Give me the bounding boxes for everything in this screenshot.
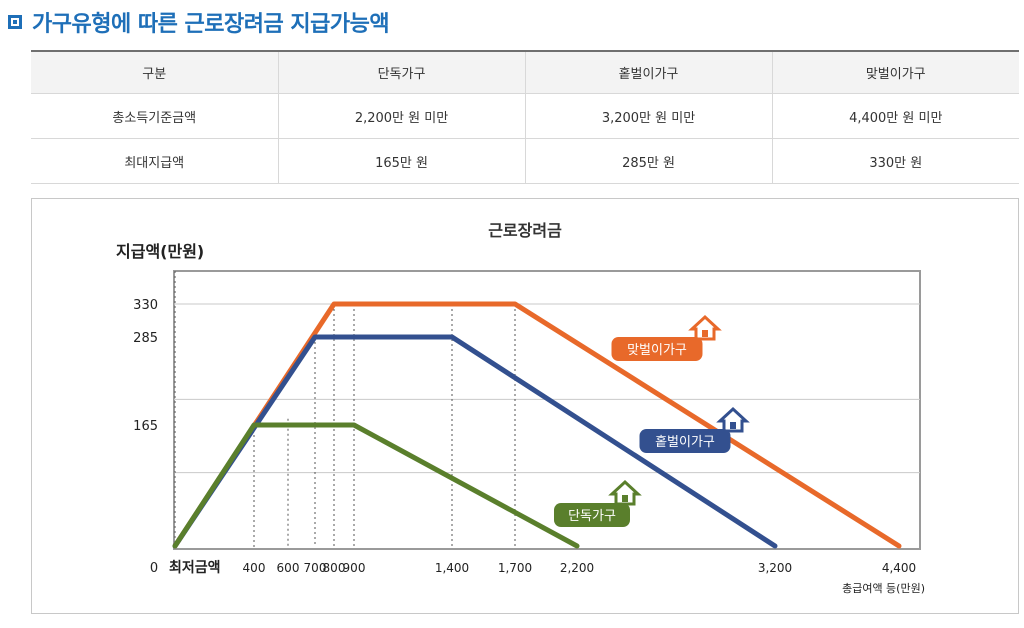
house-door: [730, 422, 736, 429]
table-cell: 2,200만 원 미만: [277, 93, 525, 139]
series-label-box: [554, 503, 630, 527]
table-cell: 330만 원: [771, 138, 1019, 184]
house-icon: [688, 314, 722, 341]
x-axis-label: 총급여액 등(만원): [842, 582, 925, 595]
table-cell: 4,400만 원 미만: [771, 93, 1019, 139]
table-cell: 3,200만 원 미만: [524, 93, 772, 139]
table-cell: 165만 원: [277, 138, 525, 184]
house-outline: [716, 406, 750, 433]
column-header: 단독가구: [277, 50, 525, 94]
chart-title: 근로장려금: [488, 221, 562, 240]
column-header: 맞벌이가구: [771, 50, 1019, 94]
plot-area: [173, 270, 921, 550]
table-cell: 285만 원: [524, 138, 772, 184]
x-tick-label: 4,400: [882, 561, 916, 575]
house-outline: [608, 479, 642, 506]
table-row: 총소득기준금액 2,200만 원 미만 3,200만 원 미만 4,400만 원…: [31, 93, 1019, 139]
x-tick-label: 700: [304, 561, 327, 575]
x-tick-label: 3,200: [758, 561, 792, 575]
x-tick-label: 400: [243, 561, 266, 575]
x-tick-label: 1,700: [498, 561, 532, 575]
column-header: 홑벌이가구: [524, 50, 772, 94]
y-tick-label: 285: [133, 331, 158, 346]
y-tick-label: 165: [133, 419, 158, 434]
table-cell: 총소득기준금액: [31, 93, 278, 139]
series-label: 단독가구: [568, 509, 616, 524]
x-origin-label: 최저금액: [169, 559, 221, 576]
x-tick-label: 800: [323, 561, 346, 575]
table-header-row: 구분 단독가구 홑벌이가구 맞벌이가구: [31, 50, 1019, 94]
series-label: 홑벌이가구: [655, 435, 715, 450]
column-header: 구분: [31, 50, 278, 94]
house-icon: [608, 479, 642, 506]
house-door: [622, 495, 628, 502]
x-tick-label: 600: [277, 561, 300, 575]
house-outline: [688, 314, 722, 341]
series-label-box: [639, 429, 731, 453]
series-label: 맞벌이가구: [627, 343, 687, 358]
x-tick-label: 1,400: [435, 561, 469, 575]
house-icon: [716, 406, 750, 433]
x-tick-label: 2,200: [560, 561, 594, 575]
y-tick-label: 330: [133, 298, 158, 313]
y-origin-label: 0: [150, 561, 158, 576]
house-door: [702, 330, 708, 337]
series-line: [172, 422, 580, 549]
x-tick-label: 900: [343, 561, 366, 575]
section-title: 가구유형에 따른 근로장려금 지급가능액: [32, 12, 390, 37]
table-cell: 최대지급액: [31, 138, 278, 184]
y-axis-label: 지급액(만원): [116, 242, 204, 261]
series-label-box: [611, 337, 703, 361]
square-bullet-icon: [8, 15, 22, 29]
section-heading: 가구유형에 따른 근로장려금 지급가능액: [8, 6, 390, 38]
benefit-chart: 근로장려금 지급액(만원) 총급여액 등(만원) 최저금액 0 맞벌이가구홑벌이…: [116, 221, 925, 595]
eligibility-table: 구분 단독가구 홑벌이가구 맞벌이가구 총소득기준금액 2,200만 원 미만 …: [31, 50, 1019, 184]
table-row: 최대지급액 165만 원 285만 원 330만 원: [31, 138, 1019, 184]
